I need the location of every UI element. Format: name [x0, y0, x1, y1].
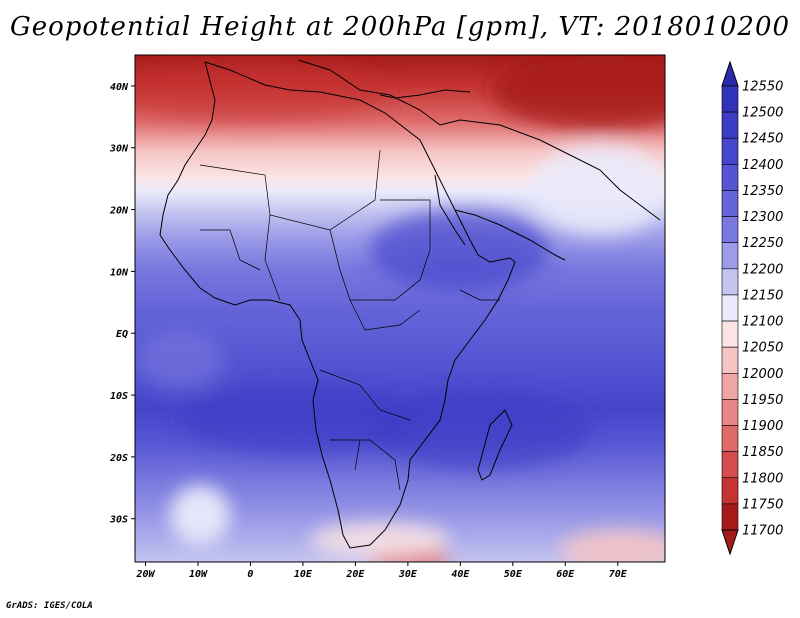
colorbar-swatch [721, 451, 739, 479]
lat-tick-label: 10N [110, 267, 129, 278]
colorbar-swatch [721, 320, 739, 348]
colorbar-label: 11750 [742, 497, 783, 512]
lon-tick-label: 10W [189, 569, 208, 580]
colorbar-swatch [721, 477, 739, 505]
latitude-axis: 40N 30N 20N 10N EQ 10S 20S 30S [109, 82, 135, 526]
colorbar-bottom-arrow [721, 529, 739, 556]
lon-tick-label: 70E [609, 569, 628, 580]
height-field [135, 55, 665, 562]
colorbar-swatch [721, 372, 739, 400]
colorbar-label: 12000 [742, 367, 783, 382]
colorbar-label: 12250 [742, 236, 783, 251]
colorbar: 12550 12500 12450 12400 12350 12300 12250 12200… [721, 60, 783, 556]
colorbar-swatch [721, 85, 739, 113]
grads-credit: GrADS: IGES/COLA [6, 601, 93, 611]
lon-tick-label: 30E [398, 569, 418, 580]
colorbar-swatch [721, 111, 739, 139]
colorbar-swatch [721, 137, 739, 165]
colorbar-swatch [721, 503, 739, 531]
lat-tick-label: 20N [109, 206, 129, 217]
plot-frame [134, 54, 666, 563]
lat-tick-label: 30N [109, 144, 129, 155]
colorbar-label: 11850 [742, 445, 783, 460]
colorbar-label: 11900 [742, 419, 783, 434]
lon-tick-label: 40E [451, 569, 470, 580]
colorbar-label: 12100 [742, 315, 783, 330]
colorbar-label: 12050 [742, 341, 783, 356]
colorbar-swatch [721, 164, 739, 191]
colorbar-label: 12450 [742, 132, 783, 147]
colorbar-swatch [721, 216, 739, 244]
colorbar-swatch [721, 346, 739, 374]
lon-tick-label: 20E [345, 569, 365, 580]
lon-tick-label: 0 [247, 569, 253, 580]
country-borders [199, 149, 500, 491]
colorbar-label: 12150 [742, 288, 783, 303]
colorbar-label: 11800 [742, 471, 783, 486]
colorbar-top-arrow [721, 60, 739, 87]
colorbar-swatch [721, 399, 739, 426]
colorbar-swatch [721, 294, 739, 322]
lat-tick-label: EQ [116, 329, 128, 340]
colorbar-label: 12200 [742, 262, 783, 277]
coastlines [159, 59, 661, 549]
colorbar-label: 12550 [742, 80, 783, 95]
colorbar-label: 12350 [742, 184, 783, 199]
colorbar-swatch [721, 242, 739, 270]
colorbar-swatch [721, 425, 739, 452]
colorbar-swatch [721, 268, 739, 296]
lon-tick-label: 20W [135, 569, 155, 580]
lon-tick-label: 10E [294, 569, 313, 580]
lat-tick-label: 10S [110, 391, 128, 402]
lat-tick-label: 40N [110, 82, 129, 93]
colorbar-label: 11700 [742, 524, 783, 539]
colorbar-label: 12500 [742, 106, 783, 121]
colorbar-swatch [721, 190, 739, 217]
colorbar-label: 11950 [742, 393, 783, 408]
lat-tick-label: 20S [109, 453, 128, 464]
lon-tick-label: 60E [556, 569, 575, 580]
lon-tick-label: 50E [504, 569, 523, 580]
lat-tick-label: 30S [109, 515, 128, 526]
colorbar-label: 12300 [742, 210, 783, 225]
longitude-axis: 20W 10W 0 10E 20E 30E 40E 50E 60E 70E [135, 562, 628, 580]
map-title: Geopotential Height at 200hPa [gpm], VT:… [9, 12, 791, 42]
colorbar-label: 12400 [742, 158, 783, 173]
